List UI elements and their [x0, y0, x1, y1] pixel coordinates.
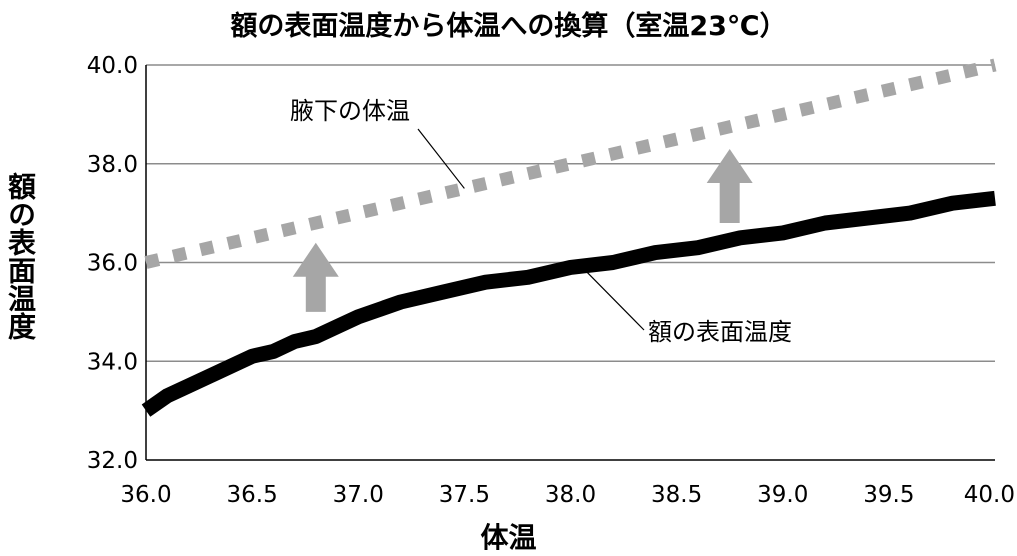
y-tick-label: 34.0 [87, 349, 138, 375]
up-arrow-1 [292, 242, 339, 312]
annotation-leader-1 [417, 128, 465, 189]
y-tick-label: 32.0 [87, 448, 138, 474]
x-tick-label: 36.5 [227, 482, 278, 508]
x-tick-label: 38.0 [545, 482, 596, 508]
x-axis-label: 体温 [480, 521, 537, 554]
x-tick-label: 37.0 [333, 482, 384, 508]
x-tick-label: 39.5 [863, 482, 914, 508]
x-tick-label: 40.0 [964, 482, 1015, 508]
x-tick-label: 38.5 [651, 482, 702, 508]
x-tick-label: 36.0 [120, 482, 171, 508]
x-tick-label: 39.0 [757, 482, 808, 508]
series-line-2 [141, 190, 996, 417]
y-tick-label: 36.0 [87, 251, 138, 277]
chart-title: 額の表面温度から体温への換算（室温23℃） [230, 11, 787, 42]
annotation-leader-2 [580, 265, 645, 331]
up-arrow-2 [706, 148, 753, 223]
y-tick-label: 38.0 [87, 152, 138, 178]
annotation-label-2: 額の表面温度 [648, 318, 792, 346]
y-tick-label: 40.0 [87, 53, 138, 79]
annotation-label-1: 腋下の体温 [290, 97, 410, 125]
y-axis-label: 額の表面温度 [4, 172, 37, 340]
x-tick-label: 37.5 [439, 482, 490, 508]
series-line-1 [144, 58, 997, 269]
